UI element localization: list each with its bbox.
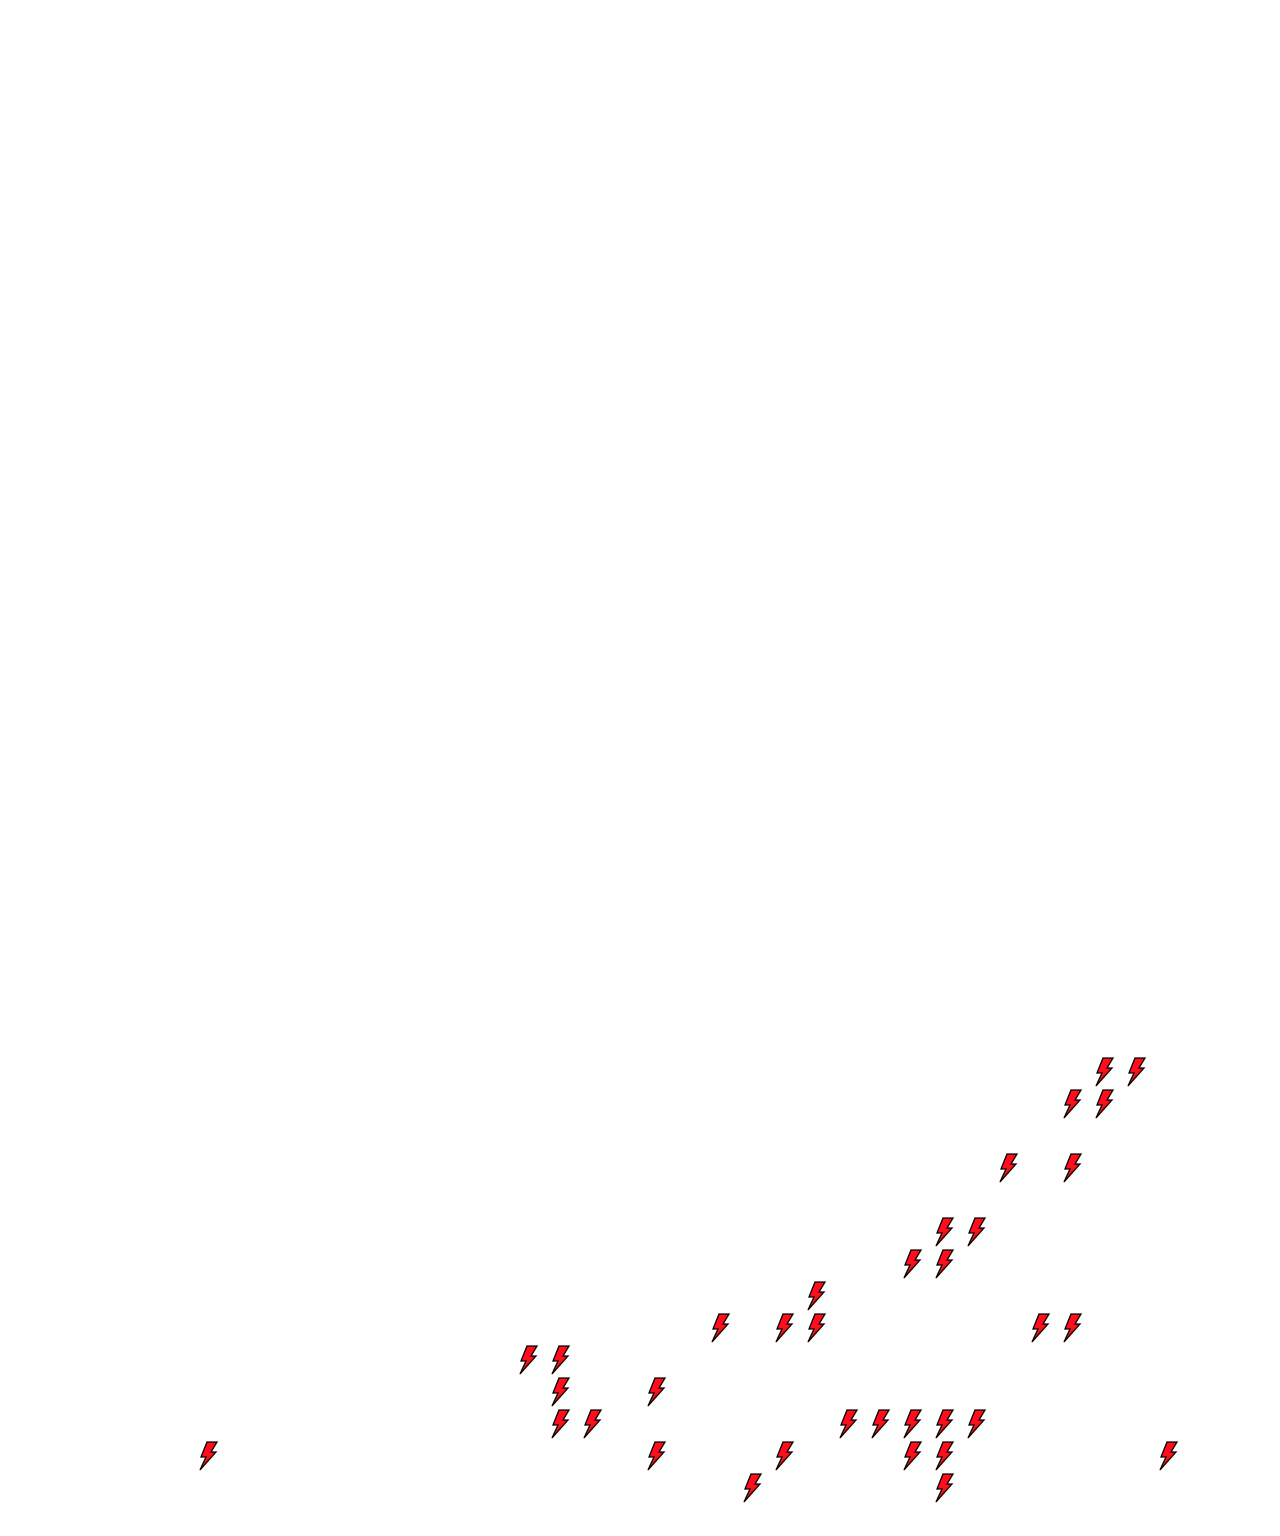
lightning-bolt-icon: [960, 1216, 992, 1248]
lightning-bolt-icon: [800, 1312, 832, 1344]
lightning-bolt-icon: [928, 1472, 960, 1504]
lightning-bolt-icon: [896, 1440, 928, 1472]
lightning-bolt-icon: [768, 1312, 800, 1344]
lightning-bolt-icon: [800, 1280, 832, 1312]
lightning-bolt-icon: [1056, 1152, 1088, 1184]
lightning-bolt-icon: [544, 1344, 576, 1376]
lightning-bolt-icon: [640, 1440, 672, 1472]
lightning-bolt-icon: [928, 1440, 960, 1472]
lightning-bolt-icon: [928, 1408, 960, 1440]
lightning-bolt-icon: [768, 1440, 800, 1472]
lightning-bolt-icon: [1120, 1056, 1152, 1088]
lightning-bolt-icon: [1152, 1440, 1184, 1472]
lightning-bolt-icon: [544, 1376, 576, 1408]
lightning-bolt-icon: [832, 1408, 864, 1440]
lightning-bolt-icon: [544, 1408, 576, 1440]
lightning-bolt-icon: [704, 1312, 736, 1344]
lightning-bolt-icon: [928, 1248, 960, 1280]
lightning-bolt-icon: [864, 1408, 896, 1440]
lightning-bolt-icon: [640, 1376, 672, 1408]
lightning-bolt-icon: [928, 1216, 960, 1248]
lightning-bolt-icon: [896, 1248, 928, 1280]
lightning-bolt-icon: [1056, 1088, 1088, 1120]
lightning-bolt-icon: [1088, 1056, 1120, 1088]
lightning-bolt-icon: [1024, 1312, 1056, 1344]
lightning-bolt-icon: [576, 1408, 608, 1440]
lightning-bolt-icon: [992, 1152, 1024, 1184]
lightning-bolt-icon: [1088, 1088, 1120, 1120]
lightning-bolt-icon: [960, 1408, 992, 1440]
lightning-bolt-icon: [1056, 1312, 1088, 1344]
lightning-bolt-icon: [512, 1344, 544, 1376]
lightning-bolt-icon: [192, 1440, 224, 1472]
lightning-bolt-icon: [736, 1472, 768, 1504]
lightning-bolt-icon: [896, 1408, 928, 1440]
